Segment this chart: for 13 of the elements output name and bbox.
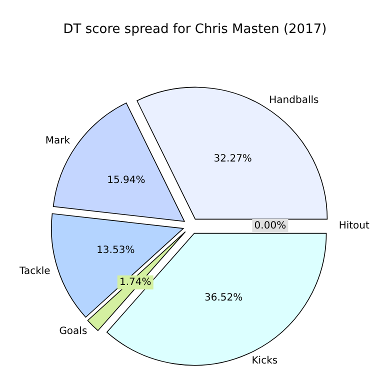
slice-label: Handballs	[269, 95, 319, 106]
chart-title: DT score spread for Chris Masten (2017)	[62, 21, 328, 39]
text: 0.00%	[254, 220, 286, 232]
data-label: 36.52%	[204, 292, 243, 304]
slice-label: Kicks	[252, 355, 278, 366]
slice-label: Goals	[59, 326, 88, 337]
data-label: 15.94%	[107, 174, 146, 186]
data-label: 32.27%	[214, 153, 252, 164]
slice-label: Tackle	[18, 266, 50, 277]
category-label: Hitout	[338, 220, 370, 232]
data-label: 13.53%	[96, 244, 135, 256]
data-label: 1.74%	[119, 276, 152, 288]
slice-label: Mark	[45, 135, 70, 146]
